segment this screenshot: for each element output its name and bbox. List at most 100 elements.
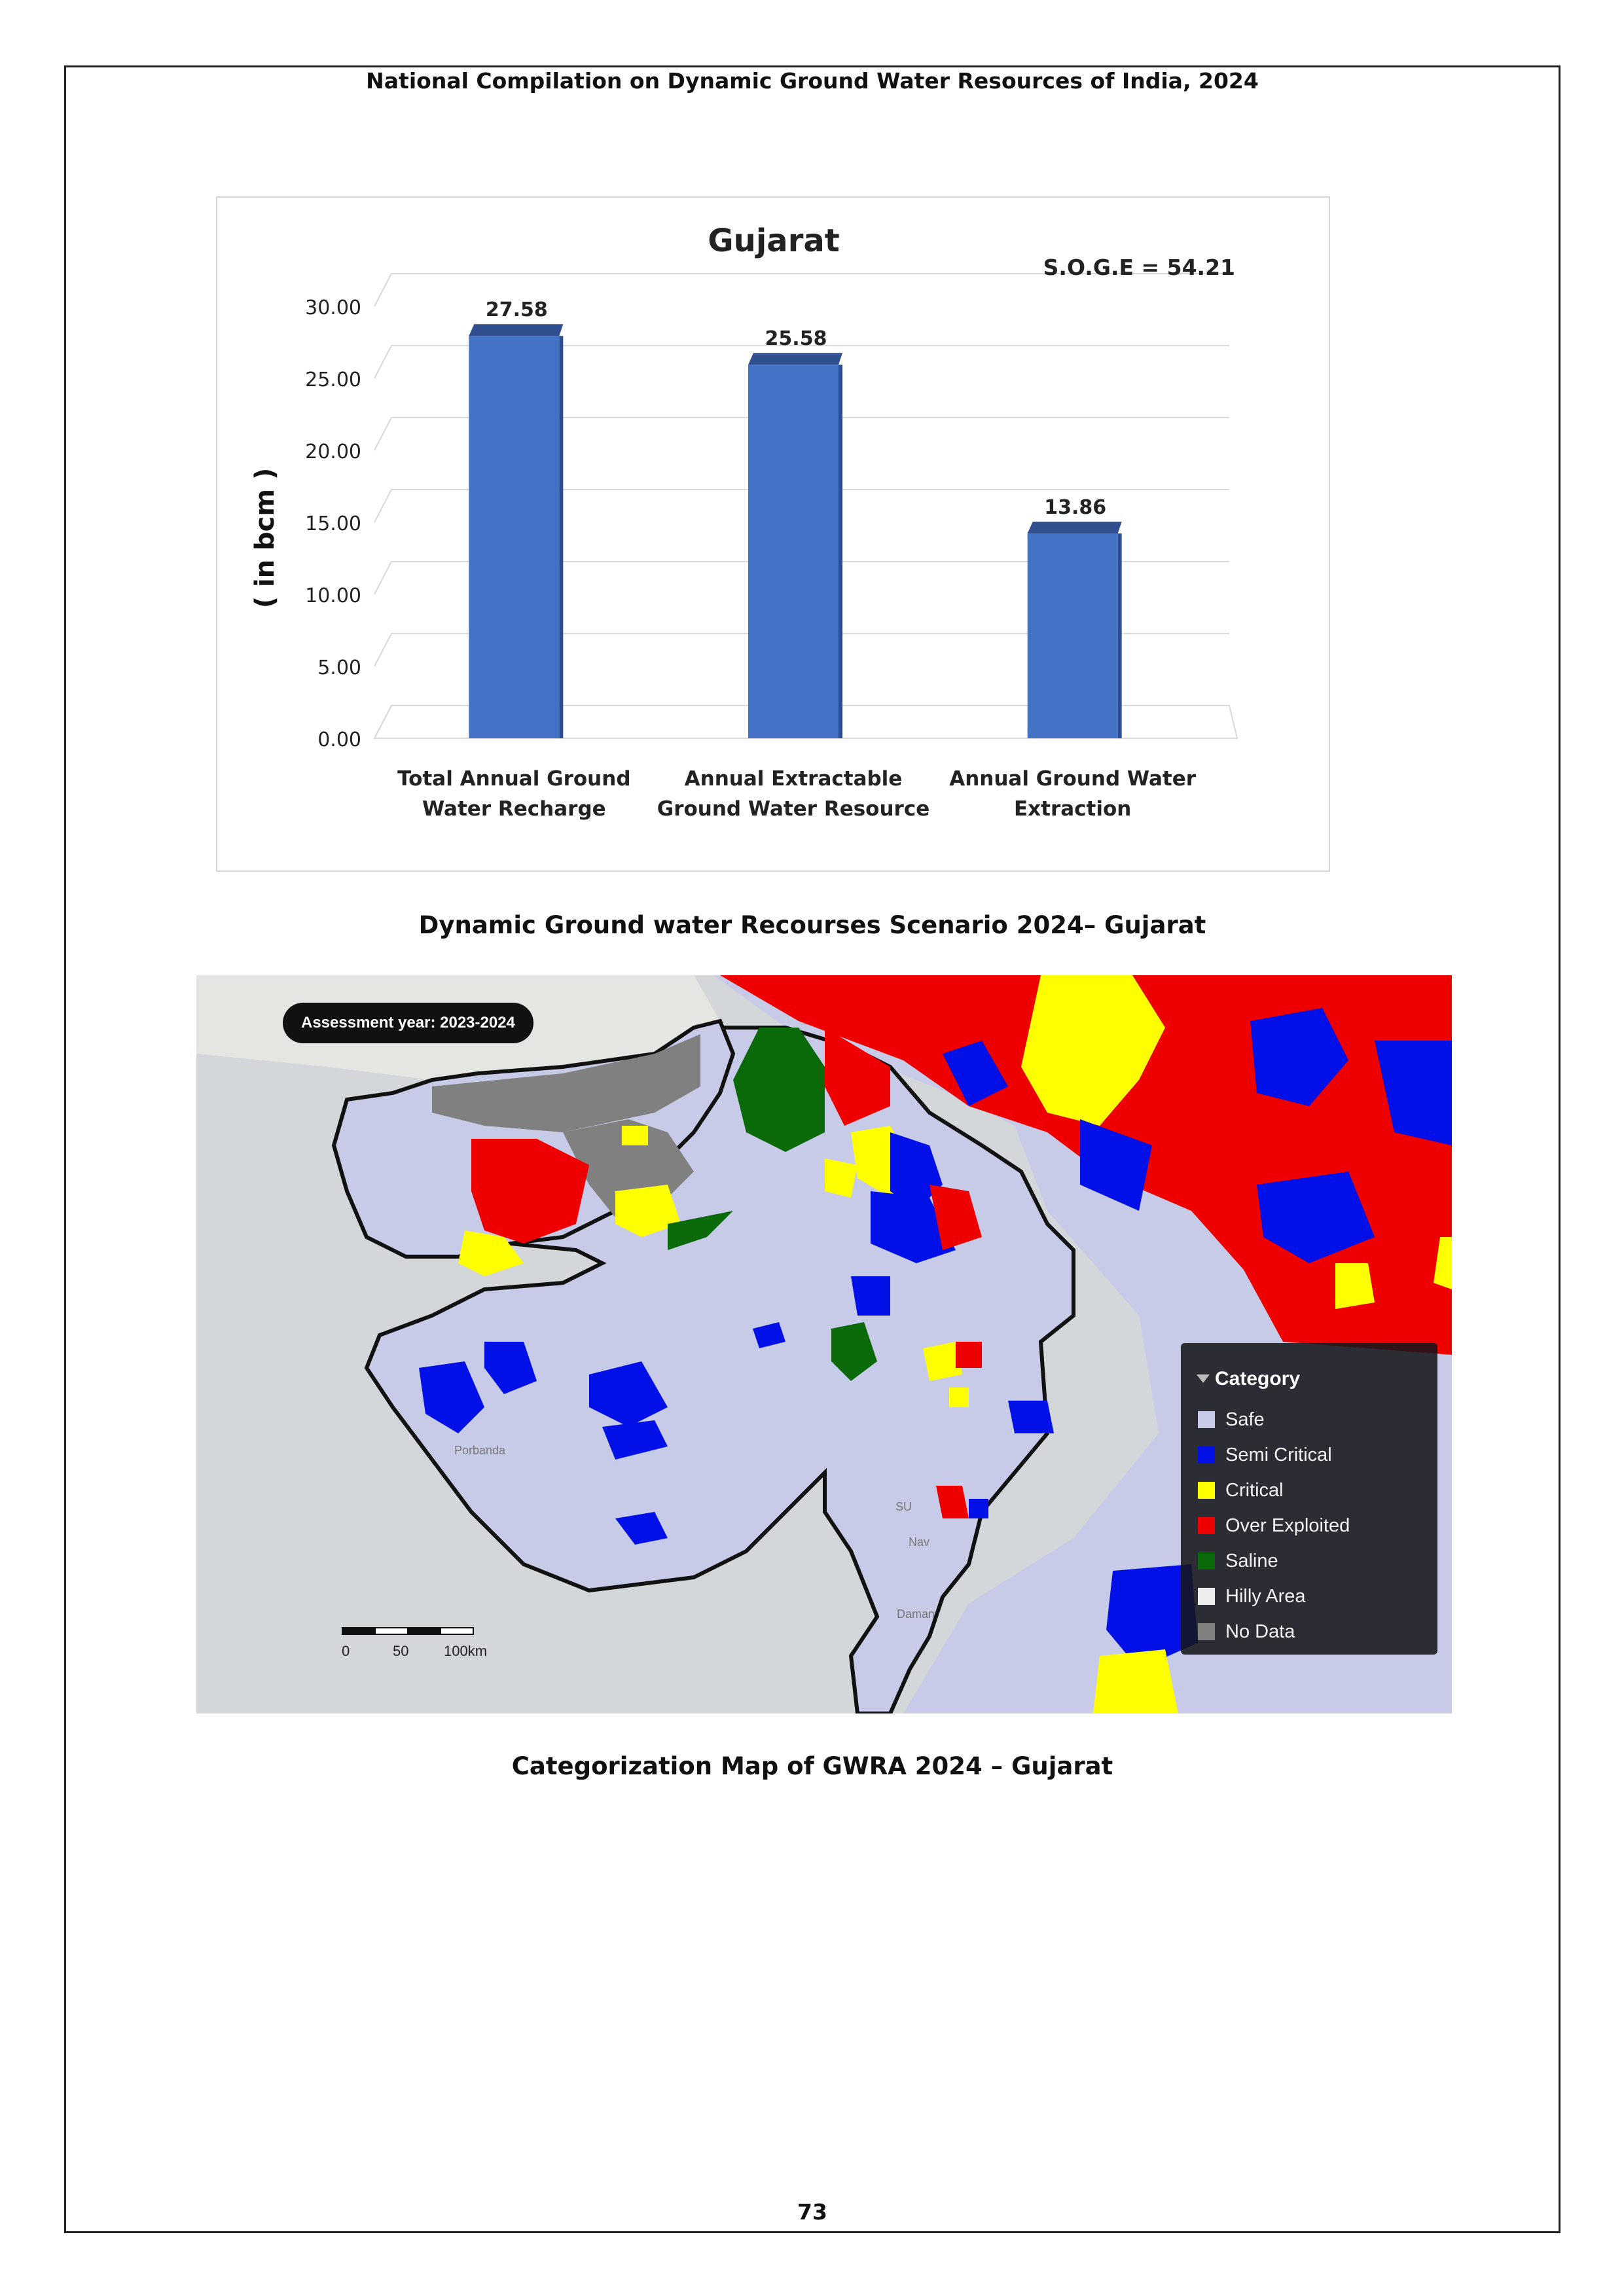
saline-saurashtra bbox=[831, 1322, 877, 1381]
y-tick-label: 30.00 bbox=[305, 296, 361, 319]
chart-caption: Dynamic Ground water Recourses Scenario … bbox=[418, 911, 1206, 939]
gridline-side bbox=[374, 489, 392, 523]
y-axis-label: ( in bcm ) bbox=[250, 468, 280, 609]
legend-item: Saline bbox=[1198, 1543, 1437, 1579]
legend-item: Over Exploited bbox=[1198, 1508, 1437, 1543]
semi-critical-saurashtra-1 bbox=[484, 1342, 537, 1394]
neighbour-critical bbox=[1021, 975, 1165, 1126]
legend-title: Category bbox=[1197, 1368, 1437, 1390]
y-tick-label: 15.00 bbox=[305, 512, 361, 535]
over-exploited-south bbox=[936, 1486, 969, 1518]
bar-chart-svg: 0.00 5.00 10.00 15.00 20.00 25.00 30.00 Gujarat… bbox=[250, 223, 1238, 821]
semi-critical-central bbox=[1008, 1401, 1054, 1433]
legend-label: Saline bbox=[1225, 1550, 1278, 1571]
over-exploited-north-2 bbox=[929, 1185, 982, 1250]
x-category-label: Water Recharge bbox=[422, 797, 606, 821]
bar-top bbox=[469, 324, 564, 336]
bar-side bbox=[559, 336, 564, 738]
gridline-side bbox=[374, 417, 392, 451]
map-caption: Categorization Map of GWRA 2024 – Gujara… bbox=[511, 1752, 1113, 1780]
neighbour-semi-critical-5 bbox=[1080, 1119, 1152, 1211]
scale-label: 100km bbox=[444, 1643, 488, 1659]
semi-critical-north-1 bbox=[890, 1132, 943, 1211]
x-category-label: Total Annual Ground bbox=[397, 767, 630, 791]
legend-swatch bbox=[1198, 1552, 1215, 1570]
running-header: National Compilation on Dynamic Ground W… bbox=[366, 68, 1259, 94]
semi-critical-saurashtra-6 bbox=[615, 1512, 668, 1545]
neighbour-critical-3 bbox=[1434, 1237, 1452, 1289]
over-exploited-north-1 bbox=[825, 1028, 890, 1126]
neighbour-semi-critical-3 bbox=[1257, 1172, 1375, 1263]
scale-label: 0 bbox=[342, 1643, 350, 1659]
neighbour-critical-4 bbox=[1093, 1649, 1178, 1713]
critical-central bbox=[923, 1342, 962, 1381]
saline-north bbox=[733, 1028, 825, 1152]
kutch-critical-2 bbox=[615, 1185, 681, 1237]
kutch-critical-1 bbox=[458, 1230, 524, 1276]
legend-label: No Data bbox=[1225, 1621, 1295, 1642]
bar bbox=[469, 336, 560, 738]
semi-critical-south bbox=[969, 1499, 988, 1518]
no-data-rann bbox=[432, 1034, 700, 1132]
gridline-side bbox=[374, 633, 392, 667]
legend-label: Critical bbox=[1225, 1479, 1284, 1501]
legend-item: Safe bbox=[1198, 1402, 1437, 1437]
scale-segment bbox=[374, 1627, 408, 1635]
neighbour-semi-critical-1 bbox=[1250, 1008, 1348, 1106]
page-number: 73 bbox=[797, 2199, 827, 2225]
y-tick-label: 0.00 bbox=[317, 728, 361, 751]
legend-item: No Data bbox=[1198, 1614, 1437, 1649]
neighbour-semi-critical-6 bbox=[1106, 1564, 1198, 1669]
kutch-critical-3 bbox=[622, 1126, 648, 1145]
bar bbox=[1027, 533, 1118, 738]
bar-value-label: 13.86 bbox=[1044, 496, 1106, 519]
bar-chart: 0.00 5.00 10.00 15.00 20.00 25.00 30.00 Gujarat… bbox=[216, 196, 1330, 872]
x-category-label: Annual Ground Water bbox=[949, 767, 1197, 791]
chart-title: Gujarat bbox=[708, 223, 839, 259]
legend-swatch bbox=[1198, 1446, 1215, 1463]
bar bbox=[748, 365, 839, 738]
over-exploited-central bbox=[956, 1342, 982, 1368]
y-tick-label: 10.00 bbox=[305, 584, 361, 607]
scale-segment bbox=[407, 1627, 441, 1635]
legend-label: Semi Critical bbox=[1225, 1444, 1332, 1465]
place-label-navsari: Nav bbox=[909, 1535, 930, 1549]
kutch-over-exploited bbox=[471, 1139, 589, 1244]
critical-central-2 bbox=[949, 1388, 969, 1407]
semi-critical-saurashtra-5 bbox=[753, 1322, 785, 1348]
neighbour-critical-2 bbox=[1335, 1263, 1375, 1309]
bar-side bbox=[1117, 533, 1122, 738]
map-scale-bar: 0 50 100km bbox=[342, 1627, 487, 1666]
y-tick-label: 20.00 bbox=[305, 440, 361, 463]
legend-swatch bbox=[1198, 1588, 1215, 1605]
legend-swatch bbox=[1198, 1482, 1215, 1499]
legend-label: Over Exploited bbox=[1225, 1515, 1350, 1536]
semi-critical-north-3 bbox=[851, 1276, 890, 1316]
semi-critical-saurashtra-3 bbox=[589, 1361, 668, 1427]
gridline-side bbox=[374, 561, 392, 595]
legend-item: Critical bbox=[1198, 1473, 1437, 1508]
legend-swatch bbox=[1198, 1411, 1215, 1428]
bar-top bbox=[748, 353, 842, 365]
gridline-side bbox=[374, 273, 392, 307]
semi-critical-saurashtra-4 bbox=[602, 1420, 668, 1460]
scale-segment bbox=[440, 1627, 474, 1635]
place-label-porbandar: Porbanda bbox=[454, 1444, 506, 1457]
y-tick-label: 25.00 bbox=[305, 368, 361, 391]
x-category-label: Extraction bbox=[1014, 797, 1131, 821]
bar-value-label: 25.58 bbox=[765, 327, 827, 350]
map-legend: Category Safe Semi Critical Critical Over E… bbox=[1181, 1343, 1437, 1655]
place-label-surat: SU bbox=[895, 1500, 912, 1513]
semi-critical-saurashtra-2 bbox=[419, 1361, 484, 1433]
x-category-label: Ground Water Resource bbox=[657, 797, 930, 821]
legend-label: Hilly Area bbox=[1225, 1585, 1306, 1607]
saline-gulf bbox=[668, 1211, 733, 1250]
x-category-label: Annual Extractable bbox=[685, 767, 903, 791]
bar-top bbox=[1027, 522, 1122, 534]
legend-swatch bbox=[1198, 1517, 1215, 1534]
legend-items: Safe Semi Critical Critical Over Exploited S… bbox=[1198, 1402, 1437, 1649]
neighbour-semi-critical-4 bbox=[943, 1041, 1008, 1106]
legend-swatch bbox=[1198, 1623, 1215, 1640]
gridline-side bbox=[374, 345, 392, 379]
assessment-year-badge: Assessment year: 2023-2024 bbox=[283, 1003, 533, 1043]
